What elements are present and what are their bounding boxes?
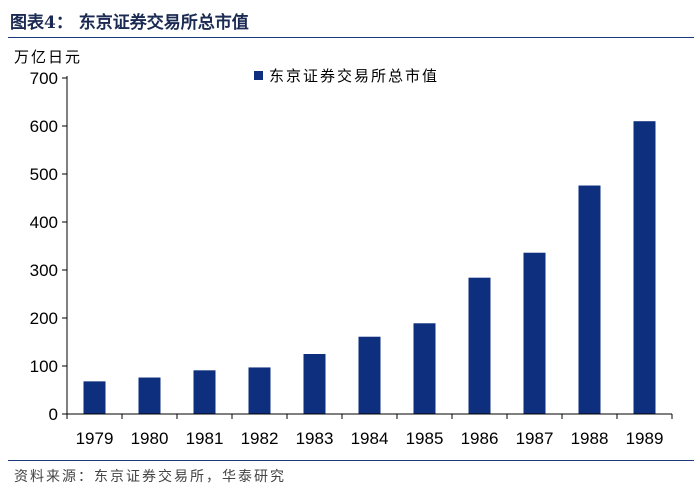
bar-1980 <box>138 377 161 414</box>
bar-1988 <box>578 185 601 414</box>
legend: 东京证券交易所总市值 <box>254 67 439 85</box>
title-divider <box>8 37 694 38</box>
y-tick-label: 600 <box>30 117 58 136</box>
legend-label: 东京证券交易所总市值 <box>269 67 439 85</box>
x-tick-label: 1983 <box>296 429 334 448</box>
y-tick-label: 100 <box>30 357 58 376</box>
bar-1987 <box>523 252 546 414</box>
x-tick-label: 1980 <box>131 429 169 448</box>
y-tick-label: 400 <box>30 213 58 232</box>
x-tick-label: 1989 <box>626 429 664 448</box>
x-tick-label: 1985 <box>406 429 444 448</box>
y-axis-unit-label: 万亿日元 <box>14 48 83 66</box>
bar-1982 <box>248 367 271 414</box>
x-axis-ticks: 1979 1980 1981 1982 1983 1984 1985 1986 1987 1988… <box>66 414 673 448</box>
x-tick-label: 1979 <box>76 429 114 448</box>
y-tick-label: 700 <box>30 69 58 88</box>
source-note: 资料来源：东京证券交易所，华泰研究 <box>14 469 286 485</box>
bar-1979 <box>83 381 106 414</box>
x-tick-label: 1987 <box>516 429 554 448</box>
bar-1985 <box>413 323 436 414</box>
x-tick-label: 1982 <box>241 429 279 448</box>
bar-series <box>83 121 656 414</box>
x-tick-label: 1986 <box>461 429 499 448</box>
figure-title: 图表4： 东京证券交易所总市值 <box>10 13 249 33</box>
x-tick-label: 1981 <box>186 429 224 448</box>
x-tick-label: 1984 <box>351 429 389 448</box>
x-tick-label: 1988 <box>571 429 609 448</box>
bar-1984 <box>358 336 381 414</box>
bar-1989 <box>633 121 656 414</box>
bar-1981 <box>193 370 216 414</box>
bar-1986 <box>468 277 491 414</box>
y-axis-ticks: 0 100 200 300 400 500 600 700 <box>30 69 67 424</box>
source-divider <box>8 460 694 461</box>
y-tick-label: 300 <box>30 261 58 280</box>
y-tick-label: 0 <box>49 405 58 424</box>
legend-swatch <box>254 71 263 80</box>
bar-1983 <box>303 354 326 414</box>
title-bar: 图表4： 东京证券交易所总市值 <box>0 0 700 38</box>
y-tick-label: 200 <box>30 309 58 328</box>
y-tick-label: 500 <box>30 165 58 184</box>
